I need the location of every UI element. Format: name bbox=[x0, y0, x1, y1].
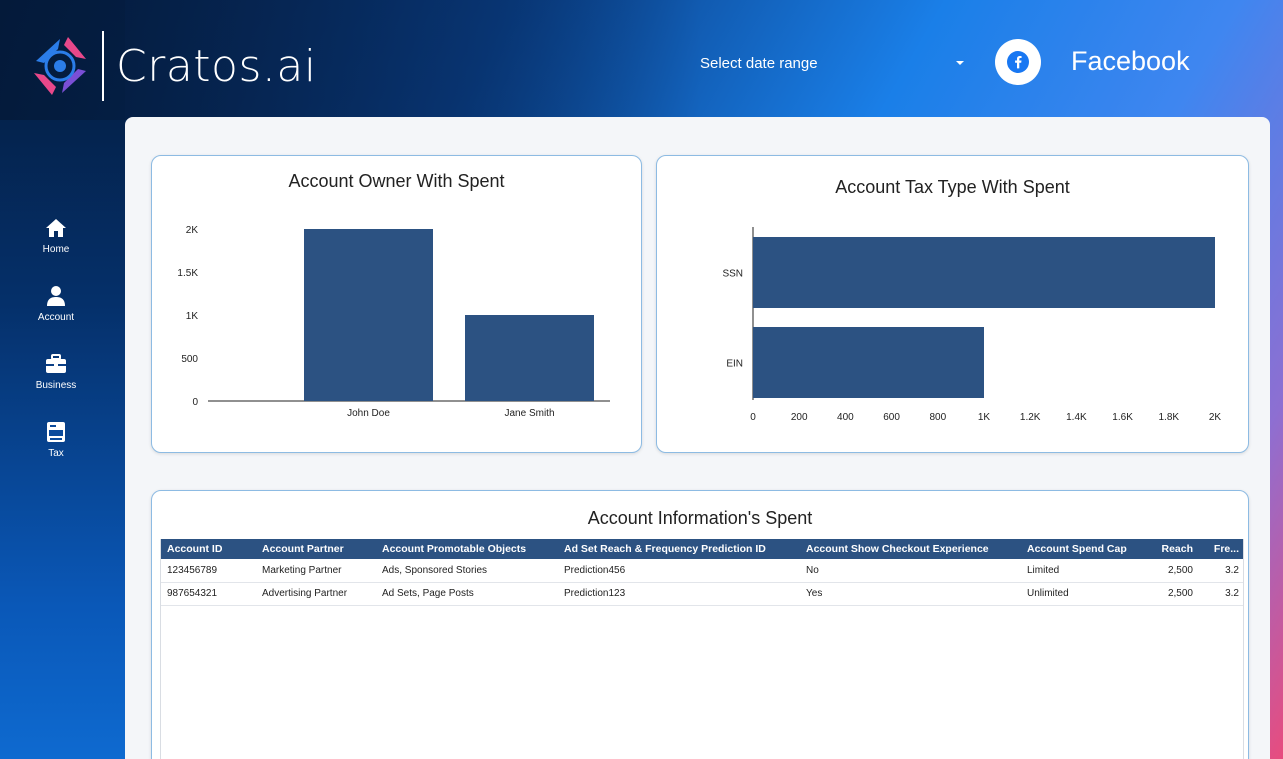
table-body: 123456789 Marketing Partner Ads, Sponsored… bbox=[161, 559, 1243, 606]
brand-logo: Cratos.ai bbox=[28, 30, 317, 102]
x-tick-label: 0 bbox=[750, 412, 756, 423]
column-header[interactable]: Account Spend Cap bbox=[1021, 539, 1142, 559]
x-tick-label: 1.8K bbox=[1159, 412, 1180, 423]
x-tick-label: 800 bbox=[929, 412, 946, 423]
sidebar-item-tax[interactable]: Tax bbox=[20, 420, 92, 488]
y-tick-label: SSN bbox=[722, 269, 743, 280]
sidebar-background bbox=[0, 0, 125, 759]
table-cell: Marketing Partner bbox=[256, 559, 376, 583]
date-range-select[interactable]: Select date range bbox=[700, 52, 970, 74]
user-icon bbox=[47, 286, 65, 306]
sidebar-item-label: Account bbox=[37, 312, 75, 323]
table-cell: Prediction123 bbox=[558, 582, 800, 606]
sidebar-item-label: Tax bbox=[48, 448, 64, 459]
table-cell: Ads, Sponsored Stories bbox=[376, 559, 558, 583]
table-row[interactable]: 987654321 Advertising Partner Ad Sets, Pag… bbox=[161, 582, 1243, 606]
bar[interactable] bbox=[304, 229, 433, 401]
table-cell: Prediction456 bbox=[558, 559, 800, 583]
table-cell: Limited bbox=[1021, 559, 1142, 583]
sidebar-item-business[interactable]: Business bbox=[20, 352, 92, 420]
facebook-icon bbox=[995, 39, 1041, 85]
cratos-logo-icon bbox=[34, 37, 86, 95]
x-tick-label: John Doe bbox=[347, 408, 390, 419]
owner-chart-card: Account Owner With Spent 0 500 1K 1.5K 2K Jo… bbox=[151, 155, 642, 453]
tax-chart-card: Account Tax Type With Spent SSN EIN 0 200 4… bbox=[656, 155, 1249, 453]
tax-bar-chart: SSN EIN 0 200 400 600 800 1K 1.2K 1.4K 1.6K 1.8K 2K bbox=[722, 227, 1222, 423]
table-cell: 987654321 bbox=[161, 582, 256, 606]
column-header[interactable]: Account ID bbox=[161, 539, 256, 559]
sidebar-item-label: Home bbox=[42, 244, 70, 255]
x-tick-label: 1.6K bbox=[1112, 412, 1133, 423]
y-tick-label: 1K bbox=[186, 311, 199, 322]
sidebar-nav: Home Account Business Tax bbox=[20, 216, 92, 488]
table-header-row: Account ID Account Partner Account Promota… bbox=[161, 539, 1243, 559]
bar[interactable] bbox=[465, 315, 594, 401]
x-tick-label: 200 bbox=[791, 412, 808, 423]
brand-name: Cratos.ai bbox=[116, 40, 317, 92]
table-cell: 123456789 bbox=[161, 559, 256, 583]
table-cell: No bbox=[800, 559, 1021, 583]
y-tick-label: 0 bbox=[192, 397, 198, 408]
x-tick-label: 400 bbox=[837, 412, 854, 423]
table-cell: Ad Sets, Page Posts bbox=[376, 582, 558, 606]
facebook-logo-icon bbox=[1007, 51, 1029, 73]
logo-divider bbox=[102, 31, 104, 101]
column-header[interactable]: Fre... bbox=[1199, 539, 1243, 559]
date-range-label: Select date range bbox=[700, 54, 818, 72]
x-tick-label: 600 bbox=[883, 412, 900, 423]
owner-chart-title: Account Owner With Spent bbox=[288, 171, 505, 191]
y-tick-label: 1.5K bbox=[177, 268, 198, 279]
header-background bbox=[0, 0, 700, 120]
account-info-table: Account ID Account Partner Account Promota… bbox=[161, 539, 1243, 606]
y-tick-label: EIN bbox=[726, 359, 743, 370]
tax-chart-title: Account Tax Type With Spent bbox=[835, 177, 1070, 197]
sidebar-item-label: Business bbox=[35, 380, 77, 391]
table-cell: Unlimited bbox=[1021, 582, 1142, 606]
table-cell: Advertising Partner bbox=[256, 582, 376, 606]
account-table-card: Account Information's Spent Account ID Ac… bbox=[151, 490, 1249, 759]
table-cell: 2,500 bbox=[1142, 559, 1199, 583]
chevron-down-icon bbox=[956, 61, 964, 65]
table-container[interactable]: Account ID Account Partner Account Promota… bbox=[160, 539, 1244, 759]
tax-icon bbox=[47, 422, 65, 442]
x-tick-label: 2K bbox=[1209, 412, 1222, 423]
x-tick-label: 1.2K bbox=[1020, 412, 1041, 423]
table-cell: Yes bbox=[800, 582, 1021, 606]
main-panel: Account Owner With Spent 0 500 1K 1.5K 2K Jo… bbox=[125, 117, 1270, 759]
column-header[interactable]: Ad Set Reach & Frequency Prediction ID bbox=[558, 539, 800, 559]
column-header[interactable]: Reach bbox=[1142, 539, 1199, 559]
table-cell: 3.2 bbox=[1199, 582, 1243, 606]
home-icon bbox=[46, 219, 66, 237]
column-header[interactable]: Account Show Checkout Experience bbox=[800, 539, 1021, 559]
y-tick-label: 500 bbox=[181, 354, 198, 365]
sidebar-item-home[interactable]: Home bbox=[20, 216, 92, 284]
x-tick-label: Jane Smith bbox=[504, 408, 554, 419]
sidebar-item-account[interactable]: Account bbox=[20, 284, 92, 352]
bar[interactable] bbox=[753, 327, 984, 398]
table-title: Account Information's Spent bbox=[587, 508, 813, 528]
briefcase-icon bbox=[46, 354, 66, 373]
column-header[interactable]: Account Promotable Objects bbox=[376, 539, 558, 559]
table-cell: 2,500 bbox=[1142, 582, 1199, 606]
x-tick-label: 1K bbox=[978, 412, 991, 423]
y-tick-label: 2K bbox=[186, 225, 199, 236]
bar[interactable] bbox=[753, 237, 1215, 308]
column-header[interactable]: Account Partner bbox=[256, 539, 376, 559]
table-row[interactable]: 123456789 Marketing Partner Ads, Sponsored… bbox=[161, 559, 1243, 583]
table-cell: 3.2 bbox=[1199, 559, 1243, 583]
owner-bar-chart: 0 500 1K 1.5K 2K John Doe Jane Smith bbox=[177, 225, 610, 419]
platform-label: Facebook bbox=[1071, 46, 1190, 76]
x-tick-label: 1.4K bbox=[1066, 412, 1087, 423]
